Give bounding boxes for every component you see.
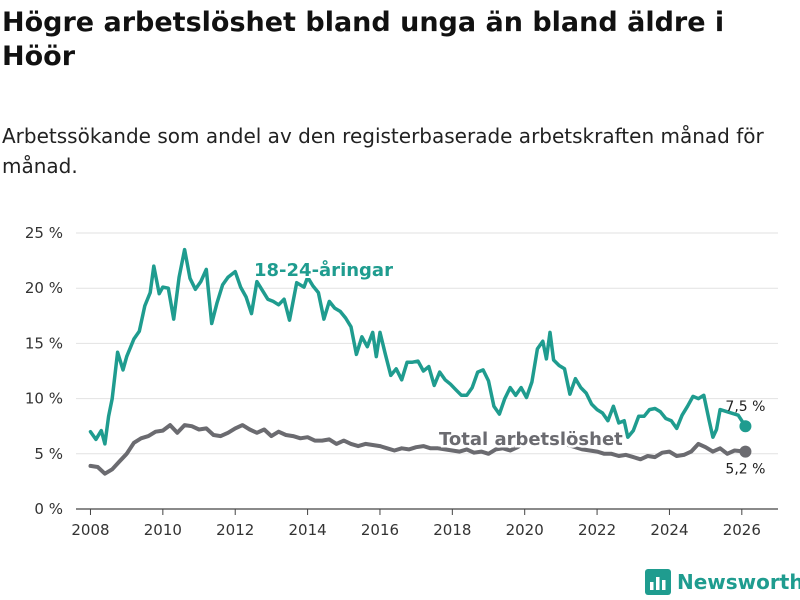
y-tick-label: 10 % [25, 390, 63, 408]
brand-name: Newsworthy [677, 570, 800, 594]
y-tick-label: 15 % [25, 334, 63, 352]
end-value-label-18-24: 7,5 % [725, 399, 765, 415]
x-tick-label: 2010 [144, 521, 182, 539]
x-tick-label: 2014 [288, 521, 326, 539]
x-tick-label: 2026 [723, 521, 761, 539]
bar-chart-logo-icon [645, 569, 671, 595]
x-tick-label: 2022 [578, 521, 616, 539]
chart-title: Högre arbetslöshet bland unga än bland ä… [2, 7, 725, 72]
y-tick-label: 25 % [25, 224, 63, 242]
end-value-label-total: 5,2 % [725, 462, 765, 478]
end-point-total [739, 445, 752, 458]
series-line-18-24 [88, 247, 748, 446]
y-tick-label: 0 % [34, 500, 63, 518]
newsworthy-logo[interactable]: Newsworthy [645, 567, 800, 597]
y-tick-label: 20 % [25, 279, 63, 297]
x-tick-label: 2024 [650, 521, 688, 539]
series-label-18-24: 18-24-åringar [254, 259, 393, 281]
series-label-total: Total arbetslöshet [439, 429, 623, 450]
x-tick-label: 2016 [361, 521, 399, 539]
x-tick-label: 2020 [506, 521, 544, 539]
y-tick-label: 5 % [34, 445, 63, 463]
chart-subtitle: Arbetssökande som andel av den registerb… [2, 124, 764, 178]
series-line-total [88, 423, 748, 476]
x-tick-label: 2012 [216, 521, 254, 539]
x-tick-label: 2008 [71, 521, 109, 539]
x-tick-label: 2018 [433, 521, 471, 539]
end-point-18-24 [739, 420, 752, 433]
